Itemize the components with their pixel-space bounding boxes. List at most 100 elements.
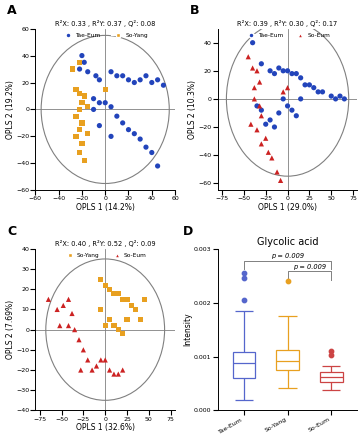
Point <box>91 95 97 102</box>
Point <box>107 316 113 323</box>
Point <box>337 92 343 99</box>
Point <box>285 278 290 285</box>
Point <box>311 84 317 91</box>
Point <box>280 88 286 95</box>
Point <box>102 86 108 93</box>
Point <box>45 296 51 303</box>
Point <box>73 133 79 140</box>
X-axis label: OPLS 1 (32.6%): OPLS 1 (32.6%) <box>76 423 135 432</box>
Point <box>120 72 126 79</box>
Point <box>111 290 117 297</box>
Point <box>98 275 104 282</box>
Point <box>77 149 82 156</box>
Point <box>241 275 247 282</box>
Point <box>263 121 269 128</box>
Point <box>124 296 130 303</box>
Point <box>143 143 149 150</box>
Text: A: A <box>7 4 17 18</box>
Point <box>285 103 290 110</box>
Point <box>263 135 269 142</box>
Point <box>111 370 117 378</box>
Point <box>81 59 87 66</box>
Point <box>254 126 260 133</box>
Point <box>114 72 120 79</box>
Point <box>280 67 286 74</box>
Point <box>97 76 102 83</box>
Point <box>276 65 282 72</box>
Point <box>108 68 114 75</box>
Point <box>85 130 91 137</box>
Point <box>258 106 264 114</box>
Point <box>250 65 256 72</box>
Legend: Tae-Eum, So-Yang: Tae-Eum, So-Yang <box>62 33 148 39</box>
Bar <box>233 352 255 378</box>
Point <box>93 72 99 79</box>
Text: D: D <box>183 224 193 238</box>
Point <box>131 130 137 137</box>
Point <box>265 149 271 156</box>
Point <box>70 66 76 73</box>
Point <box>120 119 126 126</box>
Point <box>81 157 87 164</box>
Point <box>133 306 139 313</box>
Point <box>155 76 160 83</box>
Title: R²X: 0.40 , R²Y: 0.52 , Q²: 0.09: R²X: 0.40 , R²Y: 0.52 , Q²: 0.09 <box>55 240 155 247</box>
Point <box>329 348 334 355</box>
Point <box>120 330 126 337</box>
Text: p = 0.009: p = 0.009 <box>293 264 326 270</box>
Point <box>274 169 280 176</box>
Point <box>160 82 166 89</box>
Point <box>77 90 82 97</box>
Point <box>137 76 143 83</box>
Point <box>252 95 257 103</box>
Point <box>298 74 303 81</box>
Point <box>85 103 91 110</box>
Point <box>94 363 99 370</box>
Text: C: C <box>7 224 16 238</box>
Point <box>257 103 262 110</box>
Point <box>85 68 91 75</box>
Point <box>102 322 108 329</box>
Point <box>315 88 321 95</box>
Point <box>115 326 121 333</box>
Point <box>276 110 282 117</box>
Point <box>149 149 155 156</box>
Point <box>115 290 121 297</box>
Point <box>66 322 72 329</box>
Point <box>149 79 155 86</box>
Point <box>245 53 251 60</box>
Point <box>91 106 97 113</box>
Point <box>269 154 275 161</box>
Point <box>250 39 256 46</box>
Point <box>254 103 260 110</box>
Bar <box>320 372 343 382</box>
Point <box>108 103 114 110</box>
Point <box>289 70 295 77</box>
Title: R²X: 0.33 , R²Y: 0.37 , Q²: 0.08: R²X: 0.33 , R²Y: 0.37 , Q²: 0.08 <box>55 20 155 27</box>
X-axis label: OPLS 1 (29.0%): OPLS 1 (29.0%) <box>258 203 317 212</box>
Point <box>248 121 254 128</box>
Point <box>79 119 85 126</box>
Point <box>66 296 72 303</box>
Point <box>143 72 149 79</box>
Point <box>254 67 260 74</box>
Point <box>79 52 85 59</box>
Point <box>120 367 126 374</box>
Point <box>98 356 104 363</box>
Point <box>241 270 247 277</box>
Point <box>102 356 108 363</box>
Point <box>69 310 75 317</box>
Point <box>97 122 102 129</box>
Point <box>79 139 85 147</box>
Point <box>329 352 334 359</box>
Point <box>137 316 143 323</box>
Point <box>289 106 295 114</box>
Point <box>252 84 257 91</box>
Point <box>155 162 160 169</box>
Y-axis label: OPLS 2 (19.2%): OPLS 2 (19.2%) <box>5 80 15 139</box>
Point <box>77 106 82 113</box>
Point <box>306 81 312 88</box>
Point <box>258 140 264 147</box>
Point <box>57 322 63 329</box>
Point <box>89 367 95 374</box>
